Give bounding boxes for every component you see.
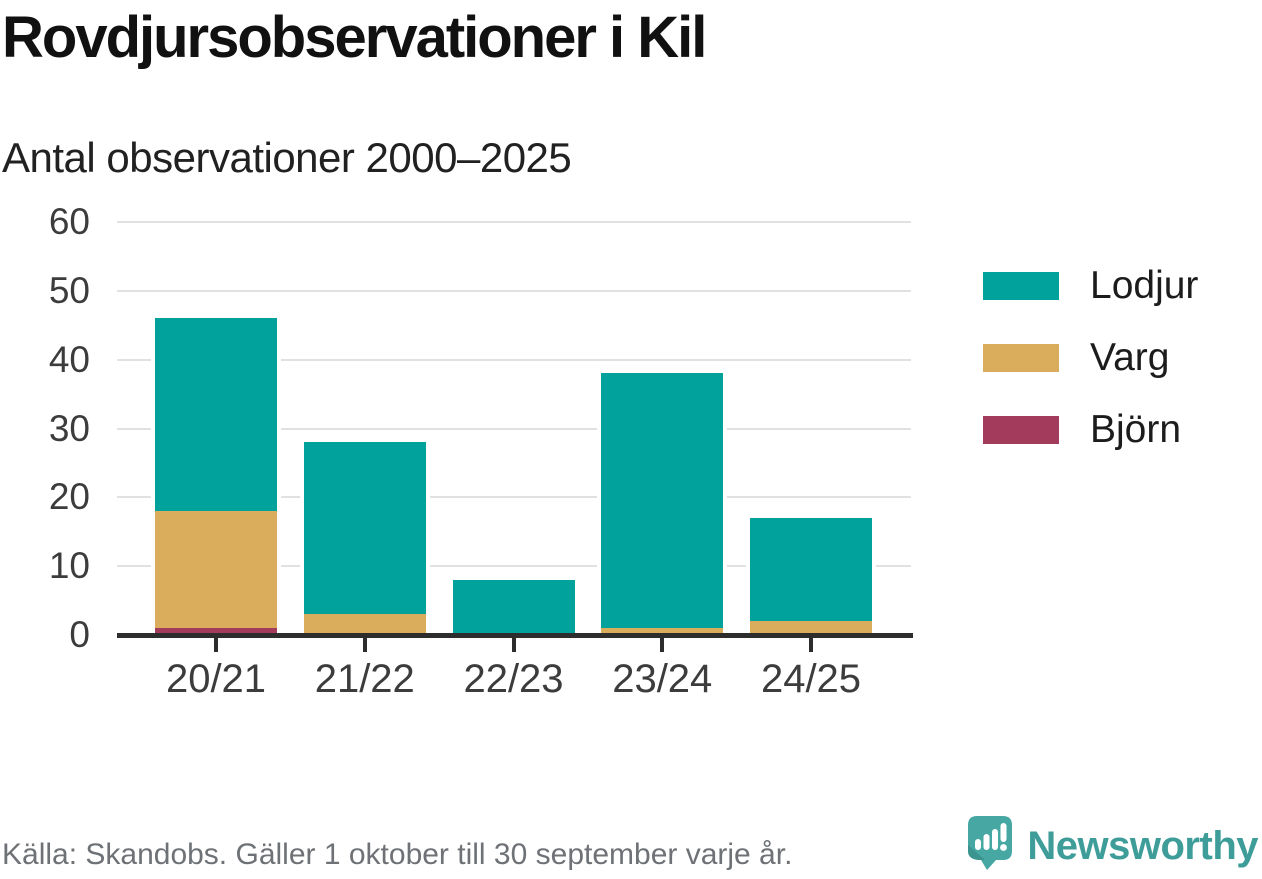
bar-segment-varg-20/21 bbox=[155, 511, 277, 629]
y-axis-tick-label: 50 bbox=[48, 269, 90, 311]
legend-item-varg: Varg bbox=[983, 336, 1198, 380]
x-axis-tick bbox=[809, 638, 813, 652]
y-axis-tick-label: 30 bbox=[48, 407, 90, 449]
x-axis-label-22/23: 22/23 bbox=[463, 657, 564, 701]
bar-segment-varg-23/24 bbox=[601, 628, 724, 635]
legend-label: Varg bbox=[1090, 336, 1170, 379]
newsworthy-bubble-chart-icon bbox=[965, 815, 1015, 878]
newsworthy-wordmark: Newsworthy bbox=[1027, 824, 1258, 868]
gridline-y-10 bbox=[117, 565, 911, 568]
bar-segment-varg-21/22 bbox=[303, 614, 426, 635]
bar-segment-björn-20/21 bbox=[155, 628, 277, 635]
legend: Lodjur Varg Björn bbox=[983, 264, 1198, 480]
bar-segment-lodjur-21/22 bbox=[303, 442, 426, 615]
bar-segment-varg-24/25 bbox=[750, 621, 872, 635]
legend-label: Björn bbox=[1090, 408, 1182, 451]
x-axis-label-24/25: 24/25 bbox=[760, 657, 862, 701]
gridline-y-30 bbox=[117, 427, 911, 430]
y-axis-tick-label: 0 bbox=[69, 614, 90, 655]
gridline-y-20 bbox=[117, 496, 911, 499]
bar-segment-lodjur-22/23 bbox=[452, 579, 575, 635]
newsworthy-logo: Newsworthy bbox=[965, 815, 1258, 878]
y-axis-tick-label: 20 bbox=[48, 476, 90, 518]
source-note: Källa: Skandobs. Gäller 1 oktober till 3… bbox=[2, 838, 793, 871]
gridline-y-40 bbox=[117, 358, 911, 361]
x-axis-tick bbox=[362, 638, 367, 652]
x-axis-label-21/22: 21/22 bbox=[314, 657, 415, 701]
bar-segment-lodjur-20/21 bbox=[155, 318, 277, 512]
gridline-y-50 bbox=[117, 289, 911, 292]
legend-swatch-varg bbox=[983, 344, 1059, 372]
bar-21/22 bbox=[303, 442, 426, 635]
x-axis-label-20/21: 20/21 bbox=[165, 657, 267, 701]
legend-item-lodjur: Lodjur bbox=[983, 264, 1198, 308]
bar-23/24 bbox=[601, 373, 724, 635]
y-axis-tick-label: 40 bbox=[48, 338, 90, 380]
legend-label: Lodjur bbox=[1090, 264, 1199, 307]
x-axis-tick bbox=[660, 638, 665, 652]
bar-20/21 bbox=[155, 318, 277, 635]
chart-title: Rovdjursobservationer i Kil bbox=[2, 5, 707, 70]
y-axis-tick-label: 10 bbox=[48, 545, 90, 587]
bar-22/23 bbox=[452, 579, 575, 635]
y-axis-tick-label: 60 bbox=[48, 201, 90, 242]
bar-segment-lodjur-24/25 bbox=[750, 517, 872, 622]
x-axis-tick bbox=[511, 638, 516, 652]
chart-subtitle: Antal observationer 2000–2025 bbox=[2, 134, 572, 181]
gridline-y-60 bbox=[117, 221, 911, 223]
bar-24/25 bbox=[750, 517, 872, 635]
legend-swatch-björn bbox=[983, 416, 1059, 444]
x-axis-line bbox=[117, 633, 913, 638]
x-axis-label-23/24: 23/24 bbox=[612, 657, 713, 701]
x-axis-tick bbox=[214, 638, 218, 652]
bar-segment-lodjur-23/24 bbox=[601, 373, 724, 629]
legend-item-björn: Björn bbox=[983, 408, 1198, 452]
legend-swatch-lodjur bbox=[983, 272, 1059, 300]
